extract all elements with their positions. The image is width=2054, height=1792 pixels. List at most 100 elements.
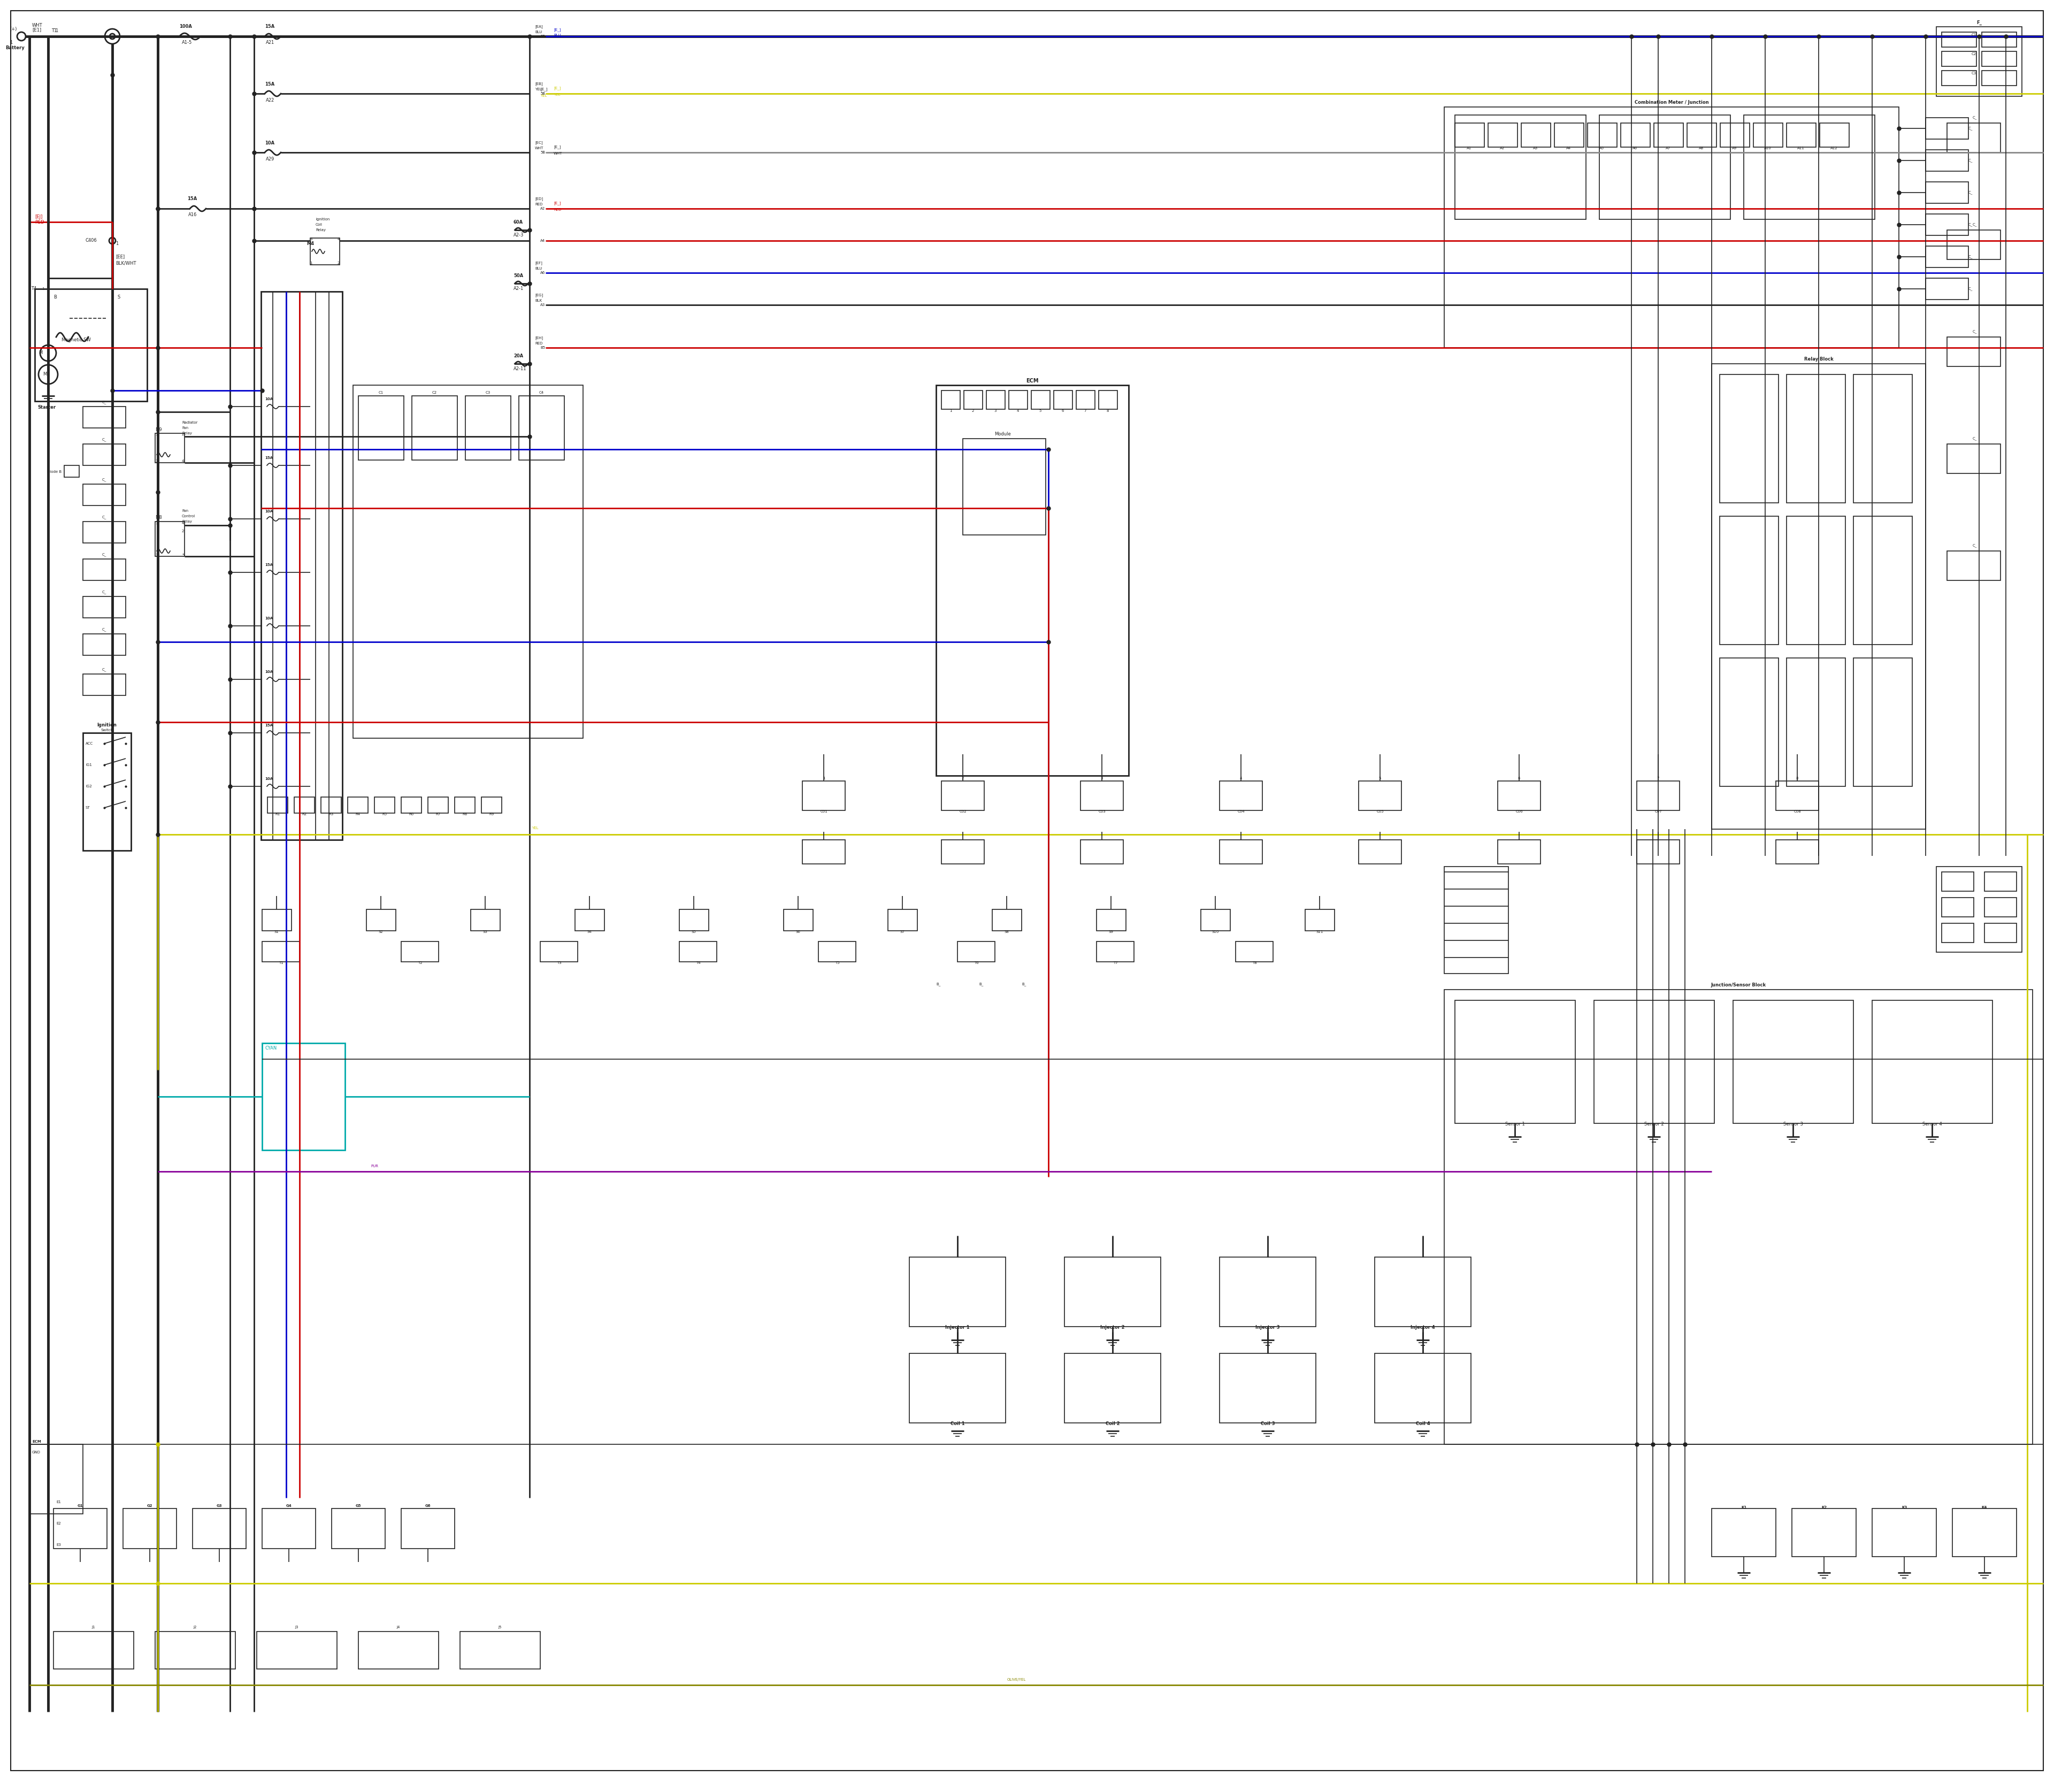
Text: Injector 1: Injector 1: [945, 1326, 969, 1330]
Text: 6: 6: [1062, 409, 1064, 412]
Text: 15A: 15A: [187, 197, 197, 201]
Text: Coil 4: Coil 4: [1415, 1421, 1430, 1426]
Text: A10: A10: [1764, 147, 1771, 151]
Text: ECM: ECM: [1027, 378, 1039, 383]
Text: S8: S8: [1004, 930, 1009, 934]
Text: C_: C_: [103, 590, 107, 593]
Bar: [1497, 840, 1540, 864]
Text: A12: A12: [1830, 147, 1838, 151]
Bar: [1853, 375, 1912, 504]
Text: A21: A21: [265, 41, 275, 45]
Text: 15A: 15A: [265, 457, 273, 459]
Bar: [353, 385, 583, 738]
Bar: [1099, 391, 1117, 409]
Text: IG2: IG2: [86, 785, 92, 788]
Bar: [1711, 1509, 1777, 1557]
Bar: [82, 674, 125, 695]
Bar: [64, 466, 80, 477]
Text: B5: B5: [540, 346, 544, 349]
Bar: [1237, 941, 1273, 962]
Text: C05: C05: [1376, 810, 1384, 814]
Text: C2: C2: [1972, 52, 1976, 56]
Text: Combination Meter / Junction: Combination Meter / Junction: [1635, 100, 1709, 106]
Text: Injector 2: Injector 2: [1101, 1326, 1126, 1330]
Text: Starter: Starter: [37, 405, 55, 410]
Text: R8: R8: [462, 812, 468, 815]
Bar: [910, 1256, 1006, 1326]
Text: C_: C_: [1972, 116, 1978, 120]
Text: 60A: 60A: [514, 220, 524, 224]
Text: C07: C07: [1656, 810, 1662, 814]
Text: C_: C_: [1968, 222, 1972, 226]
Text: Control: Control: [183, 514, 195, 518]
Text: C_: C_: [103, 516, 107, 520]
Text: Relay: Relay: [183, 432, 191, 435]
Text: C4: C4: [538, 391, 544, 394]
Text: R9: R9: [489, 812, 495, 815]
Bar: [82, 634, 125, 656]
Text: 15A: 15A: [265, 724, 273, 728]
Text: C1: C1: [378, 391, 384, 394]
Text: 4: 4: [1017, 409, 1019, 412]
Text: C3: C3: [485, 391, 491, 394]
Text: OLIVE/YEL: OLIVE/YEL: [1006, 1677, 1025, 1681]
Bar: [357, 1631, 440, 1668]
Bar: [53, 1631, 134, 1668]
Text: BLU: BLU: [555, 34, 561, 38]
Text: T3: T3: [557, 961, 561, 964]
Text: C_: C_: [1968, 254, 1972, 258]
Bar: [1064, 1256, 1161, 1326]
Text: Ignition: Ignition: [97, 722, 117, 728]
Text: B_: B_: [1021, 982, 1027, 986]
Bar: [1777, 840, 1818, 864]
Bar: [1853, 516, 1912, 645]
Text: Ignition: Ignition: [316, 217, 331, 220]
Bar: [1009, 391, 1027, 409]
Bar: [1721, 124, 1750, 147]
Bar: [1947, 124, 2001, 152]
Text: [E_]: [E_]: [555, 201, 561, 204]
Text: ECM: ECM: [33, 1441, 41, 1443]
Text: Injector 3: Injector 3: [1255, 1326, 1280, 1330]
Bar: [82, 521, 125, 543]
Text: A9: A9: [1732, 147, 1738, 151]
Bar: [401, 1509, 454, 1548]
Text: 4: 4: [183, 459, 185, 462]
Bar: [986, 391, 1004, 409]
Text: R4: R4: [355, 812, 359, 815]
Text: 10A: 10A: [265, 616, 273, 620]
Bar: [1358, 781, 1401, 810]
Bar: [401, 941, 440, 962]
Text: C_: C_: [103, 437, 107, 441]
Bar: [1853, 658, 1912, 787]
Text: S: S: [117, 294, 121, 299]
Bar: [520, 396, 565, 461]
Bar: [1202, 909, 1230, 930]
Bar: [1220, 1353, 1317, 1423]
Bar: [1982, 70, 2017, 86]
Text: A1-5: A1-5: [183, 41, 193, 45]
Bar: [1637, 840, 1680, 864]
Text: 7: 7: [1085, 409, 1087, 412]
Bar: [374, 797, 394, 814]
Text: A4: A4: [540, 238, 544, 242]
Text: 5B: 5B: [540, 151, 544, 154]
Bar: [1497, 781, 1540, 810]
Bar: [992, 909, 1021, 930]
Bar: [1444, 108, 1898, 348]
Text: A6: A6: [1633, 147, 1637, 151]
Text: 6: 6: [1518, 776, 1520, 780]
Bar: [357, 396, 405, 461]
Bar: [1454, 115, 1586, 219]
Text: IG1: IG1: [86, 763, 92, 767]
Text: T6: T6: [974, 961, 978, 964]
Text: 4: 4: [183, 521, 185, 525]
Text: [E_]: [E_]: [555, 145, 561, 149]
Text: 10A: 10A: [265, 398, 273, 401]
Text: C02: C02: [959, 810, 967, 814]
Bar: [1031, 391, 1050, 409]
Text: 1: 1: [156, 432, 158, 435]
Bar: [680, 909, 709, 930]
Bar: [454, 797, 474, 814]
Text: YEL: YEL: [540, 95, 546, 97]
